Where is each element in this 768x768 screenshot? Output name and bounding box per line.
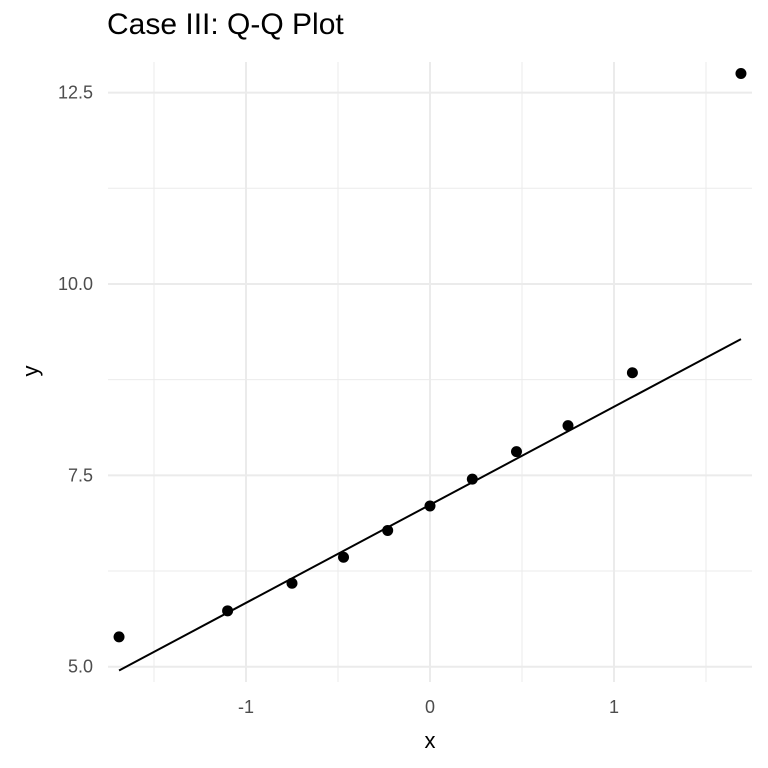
x-axis-title: x bbox=[425, 728, 436, 753]
chart-title: Case III: Q-Q Plot bbox=[107, 8, 344, 41]
y-tick-label: 12.5 bbox=[58, 83, 93, 103]
data-point bbox=[382, 524, 394, 536]
y-tick-label: 7.5 bbox=[68, 465, 93, 485]
x-tick-label: 1 bbox=[609, 697, 619, 717]
data-point bbox=[424, 500, 436, 512]
data-point bbox=[626, 367, 638, 379]
y-axis-title: y bbox=[18, 366, 43, 377]
x-tick-label: 0 bbox=[425, 697, 435, 717]
data-point bbox=[510, 446, 522, 458]
data-point bbox=[113, 631, 125, 643]
data-point bbox=[735, 67, 747, 79]
x-tick-label: -1 bbox=[238, 697, 254, 717]
y-axis-tick-labels: 5.0 7.5 10.0 12.5 bbox=[58, 83, 93, 677]
data-points bbox=[113, 67, 747, 643]
data-point bbox=[222, 605, 234, 617]
data-point bbox=[562, 420, 574, 432]
y-tick-label: 10.0 bbox=[58, 274, 93, 294]
data-point bbox=[466, 473, 478, 485]
x-axis-tick-labels: -1 0 1 bbox=[238, 697, 619, 717]
data-point bbox=[338, 551, 350, 563]
y-tick-label: 5.0 bbox=[68, 657, 93, 677]
major-gridlines bbox=[108, 62, 752, 682]
data-point bbox=[286, 577, 298, 589]
